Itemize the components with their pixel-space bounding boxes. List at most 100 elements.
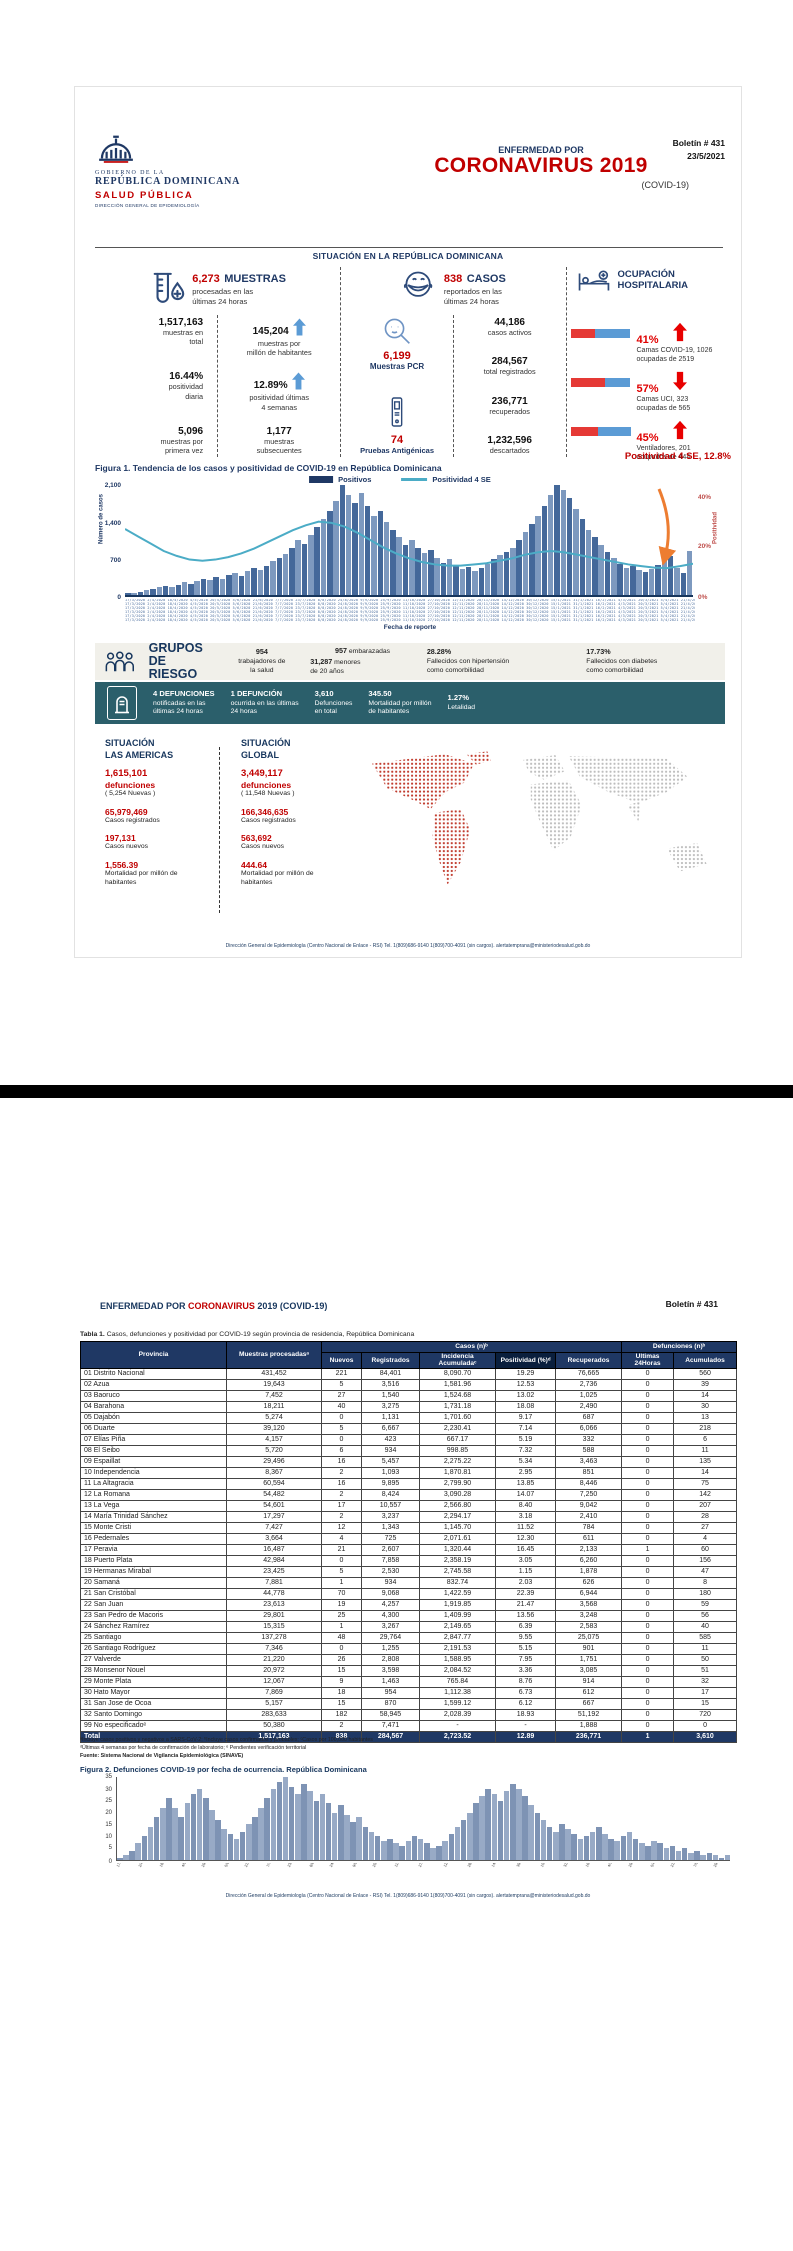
table-cell: 7,346 <box>226 1642 322 1655</box>
y-tick: 700 <box>110 556 121 564</box>
table-cell: 17,297 <box>226 1510 322 1523</box>
table-cell: 1,919.85 <box>419 1598 496 1611</box>
diabetes-label1: Fallecidos con diabetes <box>586 658 658 666</box>
table-cell: 04 Barahona <box>80 1400 227 1413</box>
table-cell: 21,220 <box>226 1653 322 1666</box>
table-cell: 283,633 <box>226 1708 322 1721</box>
table-cell: 1 <box>621 1543 675 1556</box>
y2-tick: 0% <box>698 594 708 601</box>
americas-nuevos-label: Casos nuevos <box>105 843 149 851</box>
ocurrida-value: 1 DEFUNCIÓN <box>230 688 283 698</box>
table-cell: 3,463 <box>554 1455 623 1468</box>
bar <box>598 545 604 595</box>
bar <box>356 1817 363 1860</box>
table-cell: 11 <box>673 1642 738 1655</box>
bar <box>117 1857 123 1860</box>
defunciones-total-label2: en total <box>314 708 337 716</box>
table-row: 15 Monte Cristi 7,427 12 1,343 1,145.70 11.52… <box>80 1521 738 1534</box>
table-cell: 6,944 <box>554 1587 623 1600</box>
bar <box>454 1826 461 1860</box>
table-cell: 31 San Jose de Ocoa <box>80 1697 227 1710</box>
table-row: 14 María Trinidad Sánchez 17,297 2 3,237 2,2… <box>80 1510 738 1523</box>
bar <box>442 1841 448 1860</box>
bar <box>301 1784 307 1860</box>
menores-label1: menores <box>334 659 361 667</box>
table-cell: 24 Sánchez Ramírez <box>80 1620 227 1633</box>
bar <box>387 1838 393 1860</box>
page2-header-part2: 2019 (COVID-19) <box>254 1301 328 1311</box>
table-cell: 5,274 <box>226 1411 322 1424</box>
table-row: 21 San Cristóbal 44,778 70 9,068 1,422.59 22.… <box>80 1587 738 1600</box>
casos-column: 838 CASOS reportados en las últimas 24 h… <box>340 267 565 457</box>
muestras-millon-value: 145,204 <box>252 326 289 337</box>
table-cell: 12 <box>321 1521 362 1534</box>
page2-footer: Dirección General de Epidemiología (Cent… <box>225 1893 591 1899</box>
table-cell: 32 <box>673 1675 738 1688</box>
bar <box>325 1803 332 1860</box>
bar <box>319 1793 326 1860</box>
table-cell: 2 <box>321 1466 362 1479</box>
table-cell: 7,869 <box>226 1686 322 1699</box>
table-cell: 6,667 <box>361 1422 420 1435</box>
table-cell: 3.36 <box>495 1664 556 1677</box>
figura2-chart: 35 30 25 20 15 10 5 0 <box>98 1774 731 1865</box>
table-cell: 2,490 <box>554 1400 623 1413</box>
col-incidencia: Incidencia Acumuladaᶜ <box>419 1352 496 1369</box>
muestras-subsec-value: 1,177 <box>266 425 292 437</box>
table-cell: 32 Santo Domingo <box>80 1708 227 1721</box>
table-cell: 0 <box>621 1642 675 1655</box>
menores-value: 31,287 <box>310 657 333 667</box>
table-cell: 431,452 <box>226 1367 322 1380</box>
table-cell: 1,751 <box>554 1653 623 1666</box>
table-cell: 137,278 <box>226 1631 322 1644</box>
bar <box>565 1829 571 1860</box>
occupancy-bar <box>570 329 631 338</box>
table-cell: 2,566.80 <box>419 1499 496 1512</box>
table-cell: 18 Puerto Plata <box>80 1554 227 1567</box>
bar <box>327 511 333 595</box>
bar <box>485 1788 491 1860</box>
bar <box>141 1836 148 1860</box>
table-cell: 588 <box>554 1444 623 1457</box>
bar <box>436 1845 442 1860</box>
table-cell: 2,028.39 <box>419 1708 496 1721</box>
table-cell: 0 <box>621 1620 675 1633</box>
bar <box>333 500 339 595</box>
table-cell: 19,643 <box>226 1378 322 1391</box>
muestras-millon-label: muestras por <box>257 339 301 348</box>
table-cell: 1,131 <box>361 1411 420 1424</box>
global-nuevos-label: Casos nuevos <box>241 843 285 851</box>
bar <box>585 529 592 595</box>
axis-tick-noise: 17/3/2020 2/4/2020 18/4/2020 4/5/2020 20… <box>125 617 695 622</box>
bar <box>535 516 541 595</box>
table-cell: 28 <box>673 1510 738 1523</box>
bar <box>630 565 636 595</box>
pcr-label: Muestras PCR <box>369 362 425 371</box>
table-cell: 23 San Pedro de Macoris <box>80 1609 227 1622</box>
axis-tick-noise: 17/3/2020 2/4/2020 18/4/2020 4/5/2020 20… <box>125 599 695 602</box>
up-arrow-icon <box>292 318 306 336</box>
bar <box>688 1852 694 1860</box>
bar <box>623 567 630 595</box>
ocupacion-column: OCUPACIÓN HOSPITALARIA 41% Camas COVID-19… <box>565 267 728 461</box>
muestras-primera-value: 5,096 <box>178 425 204 437</box>
group-casos: Casos (n)ᵇ <box>320 1341 623 1353</box>
casos-activos-label: casos activos <box>487 328 532 337</box>
world-map <box>372 751 707 885</box>
bar <box>589 1831 596 1860</box>
table-cell: 7.32 <box>495 1444 556 1457</box>
defunciones-total-label1: Defunciones <box>314 699 353 707</box>
hipertension-label1: Fallecidos con hipertensión <box>426 658 510 666</box>
up-arrow-icon <box>291 372 305 390</box>
people-group-icon <box>105 650 135 671</box>
table-cell: 0 <box>621 1389 675 1402</box>
bar <box>308 534 314 595</box>
table-cell: 0 <box>621 1400 675 1413</box>
notificadas-value: 4 DEFUNCIONES <box>153 688 215 698</box>
table-cell: 2,230.41 <box>419 1422 496 1435</box>
table-cell: 3,568 <box>554 1598 623 1611</box>
bar <box>295 1793 301 1860</box>
table-cell: 7,452 <box>226 1389 322 1402</box>
muestras-primera-label2: primera vez <box>164 445 204 455</box>
bar <box>169 586 175 595</box>
